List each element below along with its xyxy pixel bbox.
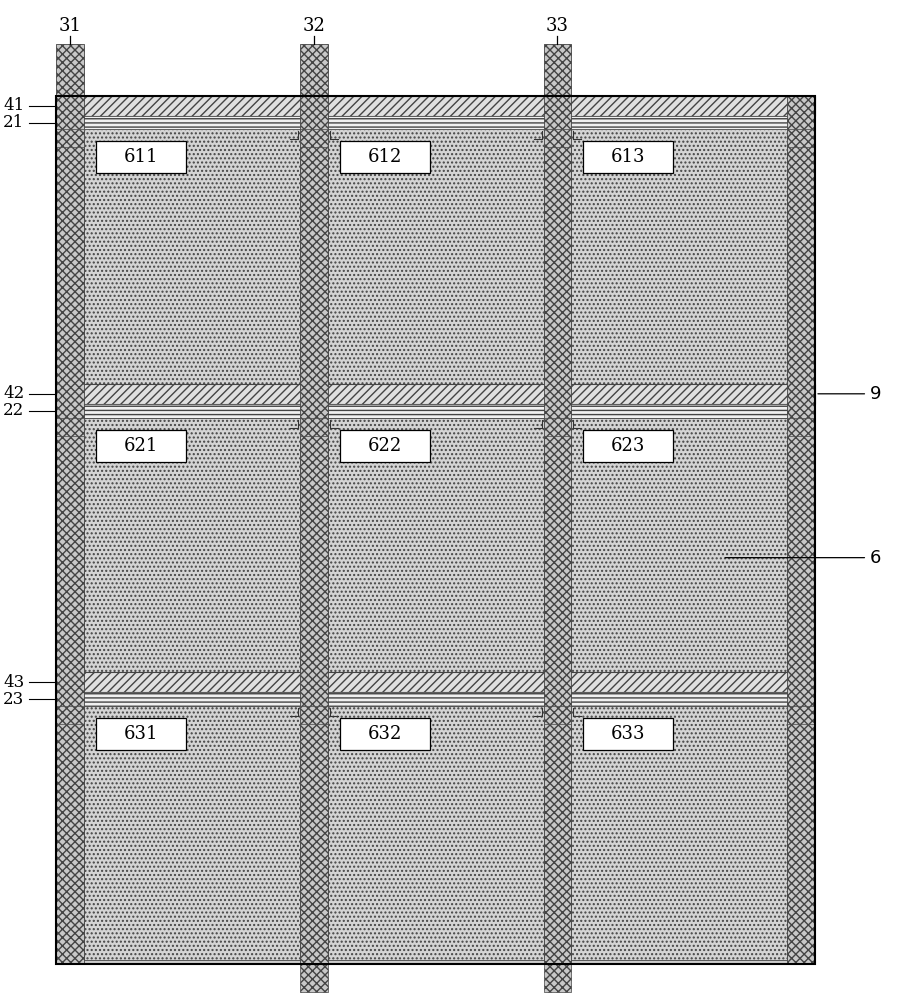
Bar [571, 129, 787, 384]
Bar [300, 418, 328, 436]
Bar [96, 718, 186, 750]
Text: 31: 31 [59, 17, 82, 35]
Bar [56, 129, 84, 147]
Text: 611: 611 [123, 148, 158, 166]
Bar [543, 964, 571, 992]
Bar [56, 960, 815, 964]
Bar [543, 129, 571, 147]
Bar [56, 116, 815, 129]
Bar [84, 706, 300, 960]
Bar [96, 430, 186, 462]
Bar [56, 44, 84, 96]
Bar [584, 141, 673, 173]
Bar [571, 418, 787, 672]
Bar [56, 384, 815, 404]
Bar [787, 129, 815, 147]
Bar [543, 418, 571, 436]
Bar [300, 96, 328, 964]
Text: 632: 632 [367, 725, 402, 743]
Text: 22: 22 [3, 402, 24, 419]
Bar [56, 418, 84, 436]
Text: 612: 612 [367, 148, 402, 166]
Bar [300, 964, 328, 992]
Text: 33: 33 [546, 17, 569, 35]
Bar [340, 430, 430, 462]
Bar [584, 430, 673, 462]
Bar [340, 718, 430, 750]
Bar [96, 141, 186, 173]
Bar [84, 129, 300, 384]
Text: 633: 633 [612, 725, 646, 743]
Text: 6: 6 [725, 549, 881, 567]
Text: 41: 41 [3, 97, 24, 114]
Bar [300, 706, 328, 724]
Text: 631: 631 [123, 725, 158, 743]
Text: 21: 21 [3, 114, 24, 131]
Bar [56, 96, 815, 116]
Bar [787, 706, 815, 724]
Bar [328, 418, 543, 672]
Bar [543, 44, 571, 96]
Text: 613: 613 [612, 148, 646, 166]
Bar [571, 706, 787, 960]
Bar [300, 44, 328, 96]
Bar [56, 672, 815, 692]
Bar [543, 96, 571, 964]
Text: 621: 621 [123, 437, 158, 455]
Bar [56, 404, 815, 418]
Bar [56, 692, 815, 706]
Bar [56, 706, 84, 724]
Text: 623: 623 [612, 437, 646, 455]
Bar [543, 706, 571, 724]
Bar [300, 129, 328, 147]
Text: 32: 32 [302, 17, 325, 35]
Text: 42: 42 [3, 385, 24, 402]
Bar [56, 96, 815, 964]
Bar [787, 96, 815, 964]
Text: 43: 43 [3, 674, 24, 691]
Bar [56, 96, 815, 964]
Bar [56, 96, 84, 964]
Bar [84, 418, 300, 672]
Bar [584, 718, 673, 750]
Bar [340, 141, 430, 173]
Bar [328, 706, 543, 960]
Text: 9: 9 [818, 385, 881, 403]
Text: 622: 622 [367, 437, 402, 455]
Bar [787, 418, 815, 436]
Bar [328, 129, 543, 384]
Text: 23: 23 [3, 691, 24, 708]
